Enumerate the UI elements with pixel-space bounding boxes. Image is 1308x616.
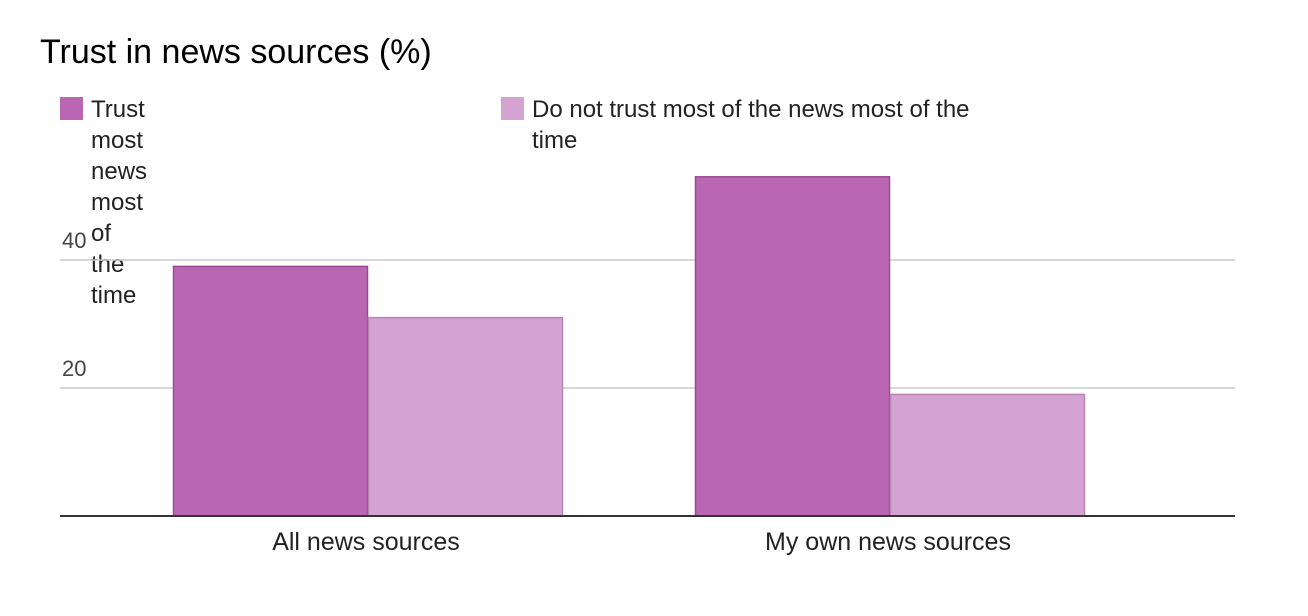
legend-item-distrust[interactable]: Do not trust most of the news most of th… (501, 94, 1021, 156)
bar[interactable] (367, 316, 564, 517)
legend-label-distrust: Do not trust most of the news most of th… (532, 96, 970, 154)
bar[interactable] (694, 176, 891, 517)
legend-item-trust[interactable]: Trust most news most of the time (60, 94, 147, 311)
legend-swatch-distrust (501, 97, 524, 120)
legend-label-trust: Trust most news most of the time (91, 96, 148, 309)
category-labels: All news sources My own news sources (272, 528, 1011, 556)
legend-swatch-trust (60, 97, 83, 120)
x-category-label: My own news sources (765, 528, 1011, 556)
bar[interactable] (172, 265, 369, 517)
y-tick-label: 20 (62, 356, 86, 381)
bar[interactable] (889, 393, 1086, 517)
x-category-label: All news sources (272, 528, 460, 556)
chart-title: Trust in news sources (%) (40, 33, 432, 71)
bars (172, 176, 1086, 517)
y-tick-label: 40 (62, 228, 86, 253)
